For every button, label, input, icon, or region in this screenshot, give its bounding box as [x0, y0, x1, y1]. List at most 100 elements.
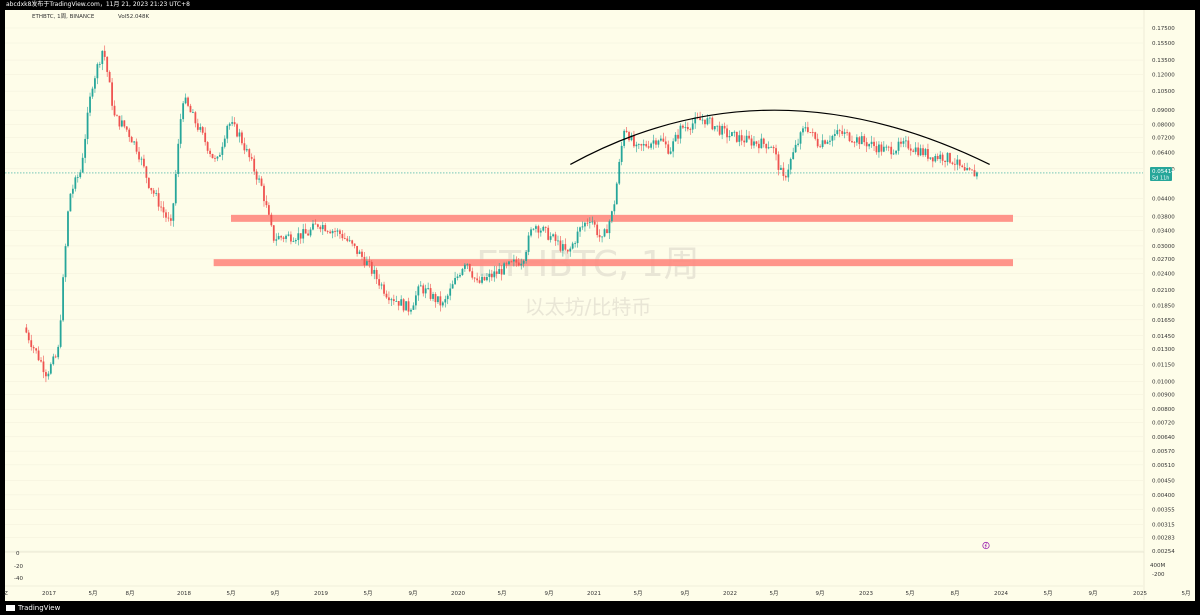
- candle[interactable]: [392, 294, 395, 305]
- candle[interactable]: [677, 129, 679, 144]
- candle[interactable]: [929, 157, 932, 160]
- candle[interactable]: [74, 175, 77, 192]
- candle[interactable]: [731, 131, 733, 137]
- candle[interactable]: [544, 226, 547, 233]
- candle[interactable]: [596, 221, 599, 238]
- candle[interactable]: [169, 214, 172, 226]
- candle[interactable]: [35, 347, 38, 354]
- candle[interactable]: [559, 236, 562, 253]
- candle[interactable]: [59, 314, 62, 349]
- candle[interactable]: [147, 177, 150, 190]
- candle[interactable]: [917, 142, 920, 158]
- candle[interactable]: [586, 218, 589, 227]
- candle[interactable]: [775, 144, 777, 161]
- candle[interactable]: [880, 141, 883, 156]
- candle[interactable]: [956, 154, 959, 171]
- candle[interactable]: [873, 137, 875, 151]
- candle[interactable]: [280, 235, 283, 241]
- candle[interactable]: [777, 151, 780, 176]
- candle[interactable]: [794, 140, 797, 154]
- candle[interactable]: [69, 193, 72, 212]
- candle[interactable]: [209, 148, 211, 158]
- candle[interactable]: [481, 273, 483, 285]
- candle[interactable]: [476, 272, 479, 283]
- candle[interactable]: [111, 78, 113, 111]
- oscillator-pane[interactable]: 0 -20 -40 400M -200: [5, 541, 1165, 582]
- candle[interactable]: [241, 130, 243, 146]
- candle[interactable]: [784, 174, 787, 181]
- candle[interactable]: [206, 141, 209, 154]
- candle[interactable]: [84, 134, 87, 164]
- candle[interactable]: [184, 93, 187, 105]
- candle[interactable]: [535, 224, 537, 233]
- candle[interactable]: [860, 132, 863, 145]
- candle[interactable]: [145, 165, 148, 184]
- candle[interactable]: [270, 212, 273, 227]
- candle[interactable]: [223, 135, 226, 149]
- candle[interactable]: [395, 295, 398, 302]
- price-axis[interactable]: 0.17500 0.15500 0.13500 0.12000 0.10500 0.090…: [1143, 10, 1175, 600]
- candle[interactable]: [757, 140, 760, 154]
- candle[interactable]: [598, 229, 601, 242]
- candle[interactable]: [258, 175, 260, 183]
- candle[interactable]: [770, 145, 773, 148]
- candle[interactable]: [500, 265, 503, 281]
- candle[interactable]: [615, 181, 618, 205]
- candle[interactable]: [505, 261, 508, 269]
- candle[interactable]: [838, 128, 841, 138]
- candle[interactable]: [699, 111, 701, 121]
- candle[interactable]: [378, 274, 381, 290]
- candle[interactable]: [887, 145, 890, 152]
- candle[interactable]: [312, 219, 314, 231]
- candle[interactable]: [86, 106, 89, 145]
- candle[interactable]: [973, 164, 976, 177]
- candle[interactable]: [140, 156, 143, 166]
- candle[interactable]: [216, 156, 219, 162]
- candle[interactable]: [463, 262, 466, 272]
- candle[interactable]: [780, 164, 782, 171]
- candle[interactable]: [655, 137, 657, 148]
- candle[interactable]: [466, 263, 469, 269]
- candle[interactable]: [165, 209, 167, 222]
- candle[interactable]: [581, 221, 584, 230]
- candle[interactable]: [508, 260, 510, 266]
- candle[interactable]: [831, 134, 834, 147]
- candle[interactable]: [353, 243, 356, 249]
- candle[interactable]: [819, 144, 822, 148]
- candle[interactable]: [47, 371, 50, 380]
- candle[interactable]: [424, 284, 427, 299]
- candle[interactable]: [57, 344, 60, 360]
- candle[interactable]: [91, 86, 94, 99]
- candle[interactable]: [76, 174, 79, 183]
- candle[interactable]: [196, 118, 199, 132]
- candle[interactable]: [753, 135, 755, 149]
- candle[interactable]: [922, 144, 924, 158]
- candle[interactable]: [728, 130, 731, 141]
- candle[interactable]: [449, 283, 452, 301]
- candle[interactable]: [40, 357, 42, 363]
- candle[interactable]: [81, 153, 84, 174]
- candle[interactable]: [647, 140, 650, 150]
- candle[interactable]: [522, 259, 525, 268]
- candle[interactable]: [924, 147, 927, 157]
- candle[interactable]: [89, 92, 91, 117]
- candle[interactable]: [833, 129, 836, 141]
- candle[interactable]: [238, 128, 241, 143]
- candle[interactable]: [79, 169, 82, 179]
- candle[interactable]: [806, 121, 809, 134]
- candle[interactable]: [478, 276, 481, 284]
- candle[interactable]: [192, 109, 194, 114]
- candle[interactable]: [934, 153, 937, 163]
- candle[interactable]: [236, 122, 238, 138]
- candle[interactable]: [341, 230, 344, 241]
- candle[interactable]: [733, 130, 736, 137]
- candle[interactable]: [628, 130, 630, 142]
- candle[interactable]: [863, 133, 866, 146]
- candle[interactable]: [760, 133, 763, 149]
- candle[interactable]: [45, 369, 47, 383]
- candle[interactable]: [390, 297, 393, 307]
- candle[interactable]: [373, 265, 376, 280]
- candle[interactable]: [182, 100, 185, 123]
- candle[interactable]: [645, 140, 648, 148]
- candle[interactable]: [716, 125, 719, 132]
